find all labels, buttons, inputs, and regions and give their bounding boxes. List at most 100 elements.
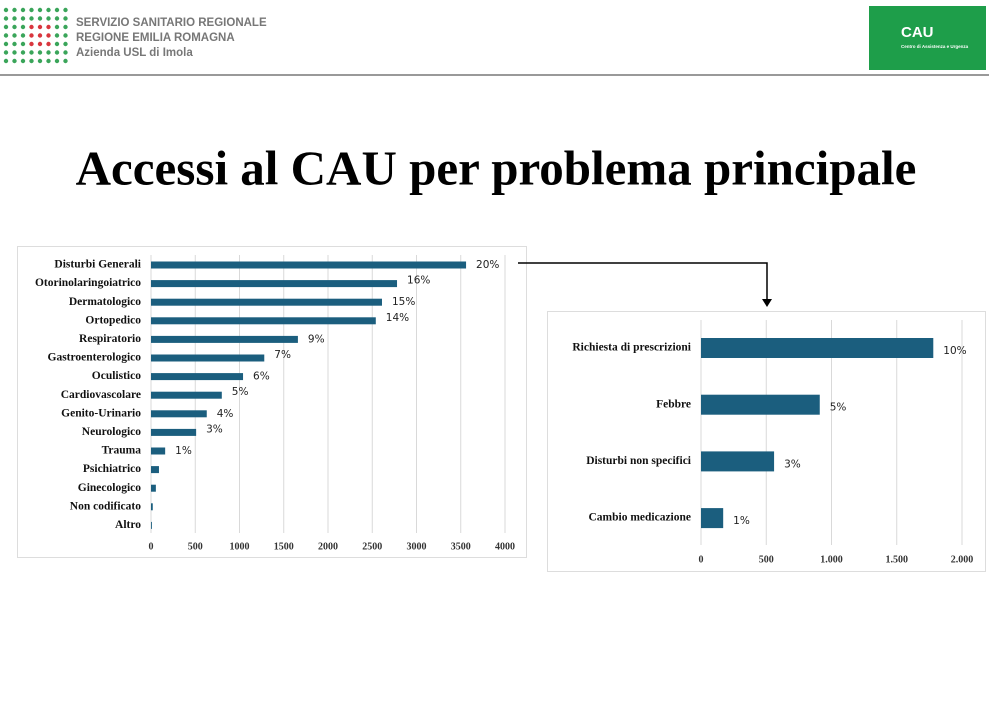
y-tick-label: Dermatologico (69, 296, 141, 308)
y-tick-label: Genito-Urinario (61, 407, 141, 419)
logo-dot (63, 16, 68, 21)
logo-dot (12, 41, 17, 47)
logo-dot (20, 16, 26, 21)
logo-dot (37, 58, 43, 64)
value-label: 9% (308, 333, 325, 345)
bar (151, 373, 244, 381)
y-tick-label: Cambio medicazione (588, 512, 691, 524)
logo-dot (29, 58, 34, 64)
y-tick-label: Disturbi Generali (54, 259, 141, 271)
logo-dot (20, 50, 26, 55)
x-tick-label: 0 (149, 541, 154, 552)
value-label: 1% (175, 445, 192, 457)
logo-dot (29, 16, 34, 21)
y-tick-label: Gastroenterologico (48, 352, 142, 364)
y-tick-label: Psichiatrico (83, 463, 141, 475)
logo-dot (3, 58, 9, 64)
value-label: 7% (274, 349, 291, 361)
x-tick-label: 1.000 (820, 554, 843, 565)
bar (151, 447, 166, 455)
bar (701, 508, 724, 529)
bar (151, 484, 156, 492)
logo-dot (54, 41, 60, 47)
y-tick-label: Ginecologico (78, 482, 141, 494)
bar (701, 451, 775, 472)
org-line: Azienda USL di Imola (76, 47, 193, 59)
badge (869, 6, 986, 70)
logo-dot (20, 58, 26, 64)
x-tick-label: 3000 (407, 541, 427, 552)
logo-dot (12, 7, 17, 13)
bar (151, 261, 467, 269)
x-tick-label: 2000 (318, 541, 338, 552)
x-tick-label: 1000 (230, 541, 250, 552)
logo-dot (3, 50, 9, 55)
bar (151, 354, 265, 362)
value-label: 14% (386, 312, 409, 324)
x-tick-label: 0 (699, 554, 704, 565)
logo-dot (3, 33, 9, 38)
logo-dot (63, 41, 68, 47)
logo-dot (37, 33, 43, 38)
bar (151, 428, 197, 436)
logo-dot (54, 24, 60, 30)
logo-dot (63, 33, 68, 38)
logo-dot (46, 41, 51, 47)
y-tick-label: Ortopedico (85, 314, 141, 326)
y-tick-label: Richiesta di prescrizioni (572, 342, 691, 354)
bar (151, 280, 398, 288)
logo-dot (46, 58, 51, 64)
x-tick-label: 3500 (451, 541, 471, 552)
bar (151, 503, 153, 511)
y-tick-label: Trauma (102, 445, 142, 457)
logo-dot (63, 24, 68, 30)
logo-dot (12, 16, 17, 21)
logo-dot (20, 24, 26, 30)
x-tick-label: 2.000 (951, 554, 974, 565)
logo-dot (54, 58, 60, 64)
bar (151, 521, 152, 529)
logo-dot (12, 50, 17, 55)
logo-dot (29, 33, 34, 38)
logo-dot (3, 41, 9, 47)
slide-title: Accessi al CAU per problema principale (76, 140, 917, 195)
logo-dot (46, 50, 51, 55)
logo-dot (12, 24, 17, 30)
connector-arrow (518, 262, 768, 300)
logo-dot (37, 7, 43, 13)
logo-dot (29, 7, 34, 13)
value-label: 3% (206, 423, 223, 435)
logo-dot (46, 33, 51, 38)
logo-dot (20, 33, 26, 38)
logo-dot (3, 16, 9, 21)
logo-dot (3, 7, 9, 13)
logo-dot (3, 24, 9, 30)
value-label: 20% (476, 259, 499, 271)
logo-dot (63, 7, 68, 13)
logo-dot (12, 33, 17, 38)
logo-dot (29, 24, 34, 30)
bar (151, 317, 376, 325)
x-tick-label: 500 (188, 541, 203, 552)
logo-dot (54, 7, 60, 13)
value-label: 3% (784, 458, 801, 470)
logo-dot (54, 16, 60, 21)
bar (701, 394, 820, 415)
bar (151, 298, 382, 306)
value-label: 6% (253, 371, 270, 383)
logo-dot (46, 16, 51, 21)
value-label: 1% (733, 515, 750, 527)
y-tick-label: Cardiovascolare (61, 389, 141, 401)
logo-dot (20, 41, 26, 47)
y-tick-label: Disturbi non specifici (586, 455, 692, 467)
logo-dot (54, 50, 60, 55)
y-tick-label: Non codificato (70, 500, 141, 512)
logo-dot (37, 16, 43, 21)
value-label: 5% (232, 386, 249, 398)
bar (151, 466, 159, 474)
x-tick-label: 500 (759, 554, 774, 565)
org-line: REGIONE EMILIA ROMAGNA (76, 32, 235, 44)
y-tick-label: Altro (115, 519, 141, 531)
y-tick-label: Febbre (656, 398, 691, 410)
